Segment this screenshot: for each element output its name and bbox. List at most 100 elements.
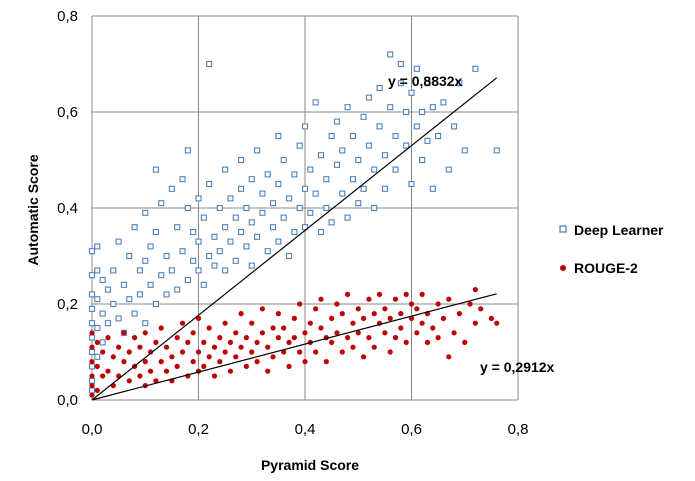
point-rouge-2	[307, 320, 313, 326]
point-deep-learner	[110, 300, 117, 308]
point-deep-learner	[360, 185, 367, 192]
point-deep-learner	[429, 104, 436, 111]
point-deep-learner	[328, 132, 335, 140]
point-rouge-2	[174, 335, 180, 341]
point-rouge-2	[329, 315, 335, 321]
point-deep-learner	[339, 190, 346, 197]
point-rouge-2	[376, 291, 383, 297]
point-deep-learner	[365, 142, 372, 149]
point-deep-learner	[403, 142, 410, 149]
point-deep-learner	[206, 180, 213, 188]
point-deep-learner	[179, 248, 186, 255]
point-rouge-2	[243, 363, 250, 369]
point-deep-learner	[264, 248, 271, 255]
point-rouge-2	[89, 392, 95, 398]
point-deep-learner	[291, 228, 298, 236]
point-deep-learner	[419, 108, 426, 116]
point-deep-learner	[142, 320, 149, 327]
point-rouge-2	[313, 349, 319, 355]
point-rouge-2	[137, 344, 143, 350]
point-deep-learner	[344, 104, 351, 111]
point-rouge-2	[355, 330, 361, 336]
point-deep-learner	[88, 348, 96, 356]
point-rouge-2	[392, 296, 399, 302]
point-deep-learner	[392, 166, 399, 173]
point-rouge-2	[329, 339, 335, 345]
point-deep-learner	[451, 123, 458, 130]
point-deep-learner	[190, 228, 197, 236]
point-deep-learner	[248, 262, 255, 269]
point-deep-learner	[296, 204, 303, 212]
point-rouge-2	[94, 339, 100, 345]
point-deep-learner	[264, 171, 271, 178]
point-rouge-2	[318, 296, 324, 302]
point-rouge-2	[190, 330, 196, 336]
x-axis-title: Pyramid Score	[261, 457, 359, 473]
point-rouge-2	[403, 339, 409, 345]
point-rouge-2	[371, 344, 377, 350]
point-rouge-2	[419, 291, 425, 297]
point-rouge-2	[195, 349, 202, 355]
point-rouge-2	[201, 339, 207, 345]
point-deep-learner	[365, 94, 372, 101]
point-rouge-2	[424, 339, 431, 345]
point-deep-learner	[291, 171, 298, 178]
point-rouge-2	[323, 359, 329, 365]
point-rouge-2	[318, 325, 324, 331]
point-deep-learner	[472, 65, 479, 72]
legend-marker-rouge-2	[560, 265, 566, 271]
point-rouge-2	[488, 315, 494, 321]
point-rouge-2	[254, 339, 260, 345]
point-rouge-2	[153, 339, 159, 345]
trendline-rouge-2	[91, 293, 497, 401]
point-deep-learner	[269, 224, 277, 231]
point-rouge-2	[275, 311, 281, 317]
point-rouge-2	[142, 359, 148, 365]
grid	[91, 15, 519, 401]
point-rouge-2	[446, 354, 452, 360]
point-deep-learner	[88, 363, 96, 370]
point-deep-learner	[222, 224, 229, 231]
point-deep-learner	[184, 204, 191, 212]
point-rouge-2	[297, 301, 303, 307]
point-deep-learner	[99, 276, 106, 284]
point-rouge-2	[371, 311, 377, 317]
point-rouge-2	[472, 287, 478, 293]
point-deep-learner	[94, 267, 101, 274]
point-deep-learner	[275, 238, 282, 245]
point-deep-learner	[419, 156, 426, 164]
point-rouge-2	[291, 315, 297, 321]
point-rouge-2	[100, 349, 106, 355]
point-rouge-2	[121, 330, 127, 336]
point-rouge-2	[302, 330, 308, 336]
legend-label-deep-learner: Deep Learner	[574, 222, 664, 238]
point-rouge-2	[334, 330, 340, 336]
legend-marker-deep-learner	[559, 225, 567, 233]
point-rouge-2	[334, 301, 340, 307]
point-deep-learner	[152, 300, 159, 308]
point-rouge-2	[265, 344, 271, 350]
point-deep-learner	[493, 147, 500, 154]
point-rouge-2	[179, 320, 186, 326]
point-deep-learner	[222, 166, 229, 173]
point-deep-learner	[238, 185, 245, 192]
point-rouge-2	[147, 349, 154, 355]
y-tick-label: 0,2	[57, 296, 78, 313]
point-rouge-2	[147, 368, 154, 374]
data-points	[88, 51, 500, 398]
point-rouge-2	[238, 311, 244, 317]
point-deep-learner	[371, 166, 378, 173]
point-deep-learner	[227, 195, 234, 202]
point-deep-learner	[88, 320, 96, 327]
point-rouge-2	[89, 330, 95, 336]
point-deep-learner	[317, 152, 325, 159]
point-deep-learner	[285, 195, 293, 202]
point-deep-learner	[104, 320, 112, 327]
point-rouge-2	[254, 359, 260, 365]
point-deep-learner	[99, 339, 106, 346]
legend: Deep Learner ROUGE-2	[559, 222, 664, 276]
point-rouge-2	[360, 315, 367, 321]
point-deep-learner	[158, 272, 165, 279]
point-deep-learner	[355, 156, 362, 164]
point-deep-learner	[88, 334, 96, 341]
